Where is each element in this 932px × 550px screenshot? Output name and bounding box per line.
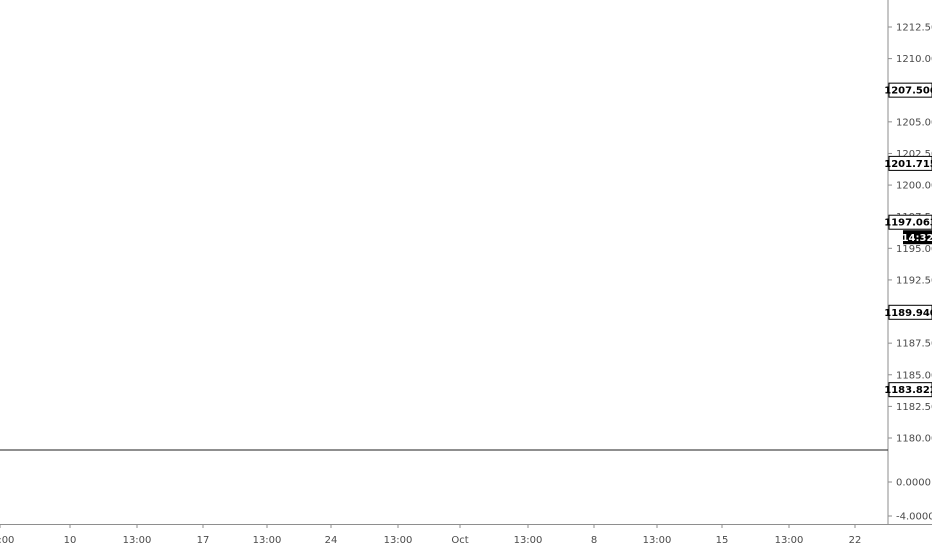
y-tick-label: 1202.500 bbox=[896, 149, 932, 160]
price-label-box bbox=[888, 82, 932, 98]
y-tick-label: 1182.500 bbox=[896, 402, 932, 413]
countdown-box bbox=[903, 230, 932, 245]
x-tick-label: 13:00 bbox=[123, 535, 152, 546]
x-tick-label: 13:00 bbox=[514, 535, 543, 546]
x-tick-label: 15 bbox=[716, 535, 729, 546]
x-tick-label: 24 bbox=[325, 535, 338, 546]
price-label-text: 1183.822 bbox=[884, 385, 932, 396]
x-tick-label: 13:00 bbox=[643, 535, 672, 546]
y-tick-label: 1210.000 bbox=[896, 54, 932, 65]
price-label-text: 1189.940 bbox=[884, 308, 932, 319]
current-price-box bbox=[888, 214, 932, 230]
x-tick-label: 13:00 bbox=[775, 535, 804, 546]
y-tick-label: 1195.000 bbox=[896, 244, 932, 255]
countdown-label: 14:32 bbox=[902, 233, 932, 244]
osc-tick-label: -4.0000 bbox=[896, 512, 932, 523]
x-tick-label: 8 bbox=[591, 535, 597, 546]
y-tick-label: 1192.500 bbox=[896, 275, 932, 286]
y-tick-label: 1200.000 bbox=[896, 181, 932, 192]
x-tick-label: Oct bbox=[451, 535, 468, 546]
price-label-text: 1207.506 bbox=[884, 86, 932, 97]
osc-tick-label: 0.0000 bbox=[896, 478, 931, 489]
y-tick-label: 1180.000 bbox=[896, 434, 932, 445]
x-tick-label: 13:00 bbox=[253, 535, 282, 546]
x-tick-label: 13:00 bbox=[384, 535, 413, 546]
x-tick-label: 22 bbox=[849, 535, 862, 546]
current-price-label: 1197.063 bbox=[884, 218, 932, 229]
x-tick-label: 13:00 bbox=[0, 535, 14, 546]
y-tick-label: 1187.500 bbox=[896, 339, 932, 350]
price-label-box bbox=[888, 155, 932, 171]
x-tick-label: 10 bbox=[64, 535, 77, 546]
y-tick-label: 1212.500 bbox=[896, 23, 932, 34]
x-tick-label: 17 bbox=[197, 535, 210, 546]
y-tick-label: 1185.000 bbox=[896, 370, 932, 381]
price-label-box bbox=[888, 382, 932, 398]
y-tick-label: 1205.000 bbox=[896, 117, 932, 128]
price-label-box bbox=[888, 304, 932, 320]
price-label-text: 1201.715 bbox=[884, 159, 932, 170]
